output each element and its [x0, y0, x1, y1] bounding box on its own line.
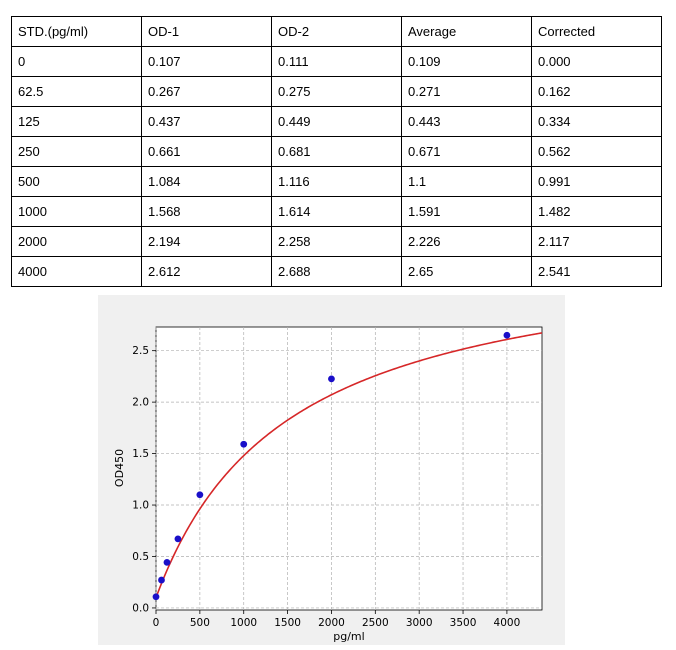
table-cell: 0.111: [271, 46, 402, 77]
y-tick-label: 1.0: [132, 500, 149, 512]
chart-svg: 0 500 1000 1500 2000 2500 3000 3500 4000 0.0 0.5 1…: [113, 326, 543, 643]
fit-curve: [155, 332, 543, 598]
y-tick-label: 0.5: [132, 551, 149, 563]
data-point: [196, 491, 204, 499]
x-axis-ticks: 0 500 1000 1500 2000 2500 3000 3500 4000: [153, 610, 521, 629]
table-row: 62.5 0.267 0.275 0.271 0.162: [11, 76, 662, 107]
standard-curve-chart: 0 500 1000 1500 2000 2500 3000 3500 4000 0.0 0.5 1…: [98, 295, 565, 645]
table-cell: 0.681: [271, 136, 402, 167]
data-point: [240, 440, 248, 448]
table-row: 500 1.084 1.116 1.1 0.991: [11, 166, 662, 197]
data-point: [152, 593, 160, 601]
table-cell: 2.688: [271, 256, 402, 287]
x-tick-label: 2500: [362, 617, 389, 629]
table-row: 250 0.661 0.681 0.671 0.562: [11, 136, 662, 167]
table-cell: 2.226: [401, 226, 532, 257]
table-row: 1000 1.568 1.614 1.591 1.482: [11, 196, 662, 227]
plot-area: [155, 326, 543, 611]
column-header: Corrected: [531, 16, 662, 47]
table-cell: 0: [11, 46, 142, 77]
y-axis-label: OD450: [113, 449, 126, 487]
x-tick-label: 4000: [494, 617, 521, 629]
gridlines: [155, 327, 542, 610]
table-cell: 2.258: [271, 226, 402, 257]
table-cell: 2.541: [531, 256, 662, 287]
table-cell: 0.661: [141, 136, 272, 167]
column-header: OD-2: [271, 16, 402, 47]
table-cell: 1.1: [401, 166, 532, 197]
table-cell: 0.275: [271, 76, 402, 107]
table-cell: 1.482: [531, 196, 662, 227]
table-cell: 1.614: [271, 196, 402, 227]
data-point: [163, 558, 171, 566]
table-cell: 1000: [11, 196, 142, 227]
table-cell: 500: [11, 166, 142, 197]
table-header-row: STD.(pg/ml) OD-1 OD-2 Average Corrected: [11, 16, 662, 47]
column-header: STD.(pg/ml): [11, 16, 142, 47]
table-row: 125 0.437 0.449 0.443 0.334: [11, 106, 662, 137]
table-cell: 0.671: [401, 136, 532, 167]
table-cell: 0.162: [531, 76, 662, 107]
x-tick-label: 0: [153, 617, 160, 629]
table-cell: 2.65: [401, 256, 532, 287]
x-tick-label: 2000: [318, 617, 345, 629]
table-cell: 250: [11, 136, 142, 167]
x-axis-label: pg/ml: [333, 630, 364, 643]
y-tick-label: 0.0: [132, 602, 149, 614]
y-tick-label: 1.5: [132, 448, 149, 460]
table-cell: 0.267: [141, 76, 272, 107]
table-cell: 0.271: [401, 76, 532, 107]
table-cell: 2.117: [531, 226, 662, 257]
table-cell: 1.568: [141, 196, 272, 227]
y-axis-ticks: 0.0 0.5 1.0 1.5 2.0 2.5: [132, 345, 156, 614]
column-header: Average: [401, 16, 532, 47]
table-cell: 62.5: [11, 76, 142, 107]
table-cell: 1.084: [141, 166, 272, 197]
table-row: 2000 2.194 2.258 2.226 2.117: [11, 226, 662, 257]
standard-curve-table: STD.(pg/ml) OD-1 OD-2 Average Corrected …: [11, 16, 662, 287]
table-cell: 0.991: [531, 166, 662, 197]
data-point: [503, 331, 511, 339]
table-cell: 0.107: [141, 46, 272, 77]
table-row: 0 0.107 0.111 0.109 0.000: [11, 46, 662, 77]
data-points: [152, 331, 511, 601]
column-header: OD-1: [141, 16, 272, 47]
x-tick-label: 3000: [406, 617, 433, 629]
x-tick-label: 3500: [450, 617, 477, 629]
table-cell: 4000: [11, 256, 142, 287]
table-cell: 125: [11, 106, 142, 137]
table-cell: 0.449: [271, 106, 402, 137]
table-cell: 0.562: [531, 136, 662, 167]
table-cell: 1.116: [271, 166, 402, 197]
x-tick-label: 500: [190, 617, 210, 629]
data-point: [328, 375, 335, 383]
table-cell: 0.109: [401, 46, 532, 77]
x-tick-label: 1500: [274, 617, 301, 629]
table-cell: 2.194: [141, 226, 272, 257]
table-cell: 0.437: [141, 106, 272, 137]
table-cell: 2000: [11, 226, 142, 257]
table-cell: 2.612: [141, 256, 272, 287]
table-cell: 0.334: [531, 106, 662, 137]
table-row: 4000 2.612 2.688 2.65 2.541: [11, 256, 662, 287]
table-cell: 0.443: [401, 106, 532, 137]
y-tick-label: 2.0: [132, 397, 149, 409]
table-cell: 1.591: [401, 196, 532, 227]
data-point: [174, 535, 182, 543]
data-point: [158, 576, 165, 584]
table-cell: 0.000: [531, 46, 662, 77]
x-tick-label: 1000: [230, 617, 257, 629]
y-tick-label: 2.5: [132, 345, 149, 357]
